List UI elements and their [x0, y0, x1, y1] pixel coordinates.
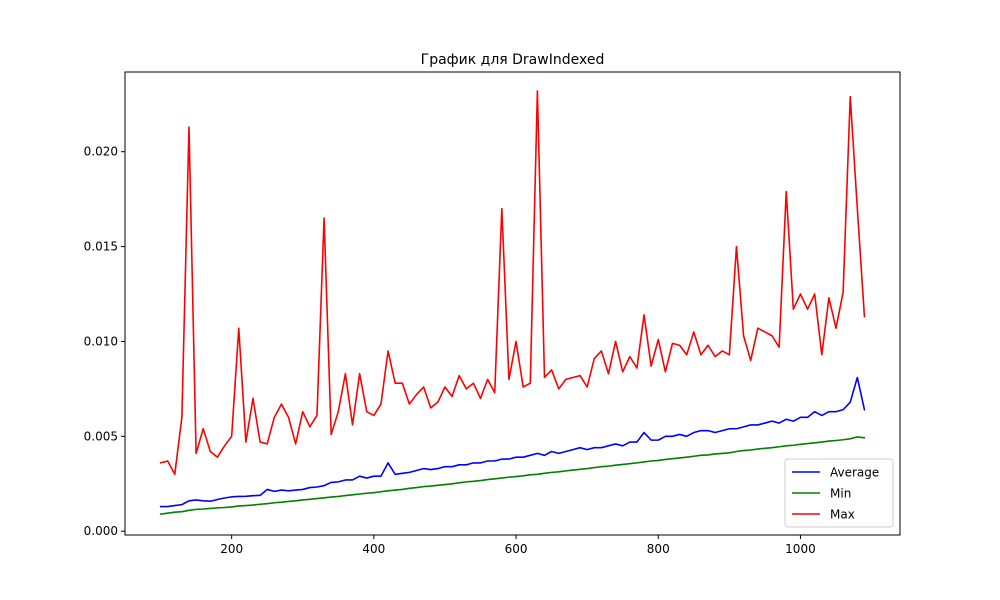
- series-line-min: [159, 436, 866, 515]
- x-tick-label: 1000: [785, 542, 816, 556]
- series-layer: [159, 90, 866, 515]
- y-tick-label: 0.010: [84, 334, 118, 348]
- legend-label-max: Max: [830, 508, 855, 522]
- legend-label-average: Average: [830, 466, 879, 480]
- plot-frame: [124, 71, 901, 536]
- x-tick-label: 800: [647, 542, 670, 556]
- y-tick-label: 0.015: [84, 240, 118, 254]
- y-tick-label: 0.000: [84, 524, 118, 538]
- x-tick-label: 200: [220, 542, 243, 556]
- series-line-max: [159, 90, 866, 476]
- series-line-average: [159, 376, 866, 508]
- legend-box: [784, 458, 894, 528]
- x-tick-label: 600: [505, 542, 528, 556]
- chart-title: График для DrawIndexed: [421, 52, 605, 68]
- y-tick-label: 0.020: [84, 145, 118, 159]
- x-axis: 200 400 600 800 1000: [220, 535, 816, 556]
- legend: Average Min Max: [784, 458, 894, 528]
- y-axis: 0.000 0.005 0.010 0.015 0.020: [84, 145, 125, 538]
- x-tick-label: 400: [362, 542, 385, 556]
- legend-label-min: Min: [830, 487, 851, 501]
- y-tick-label: 0.005: [84, 429, 118, 443]
